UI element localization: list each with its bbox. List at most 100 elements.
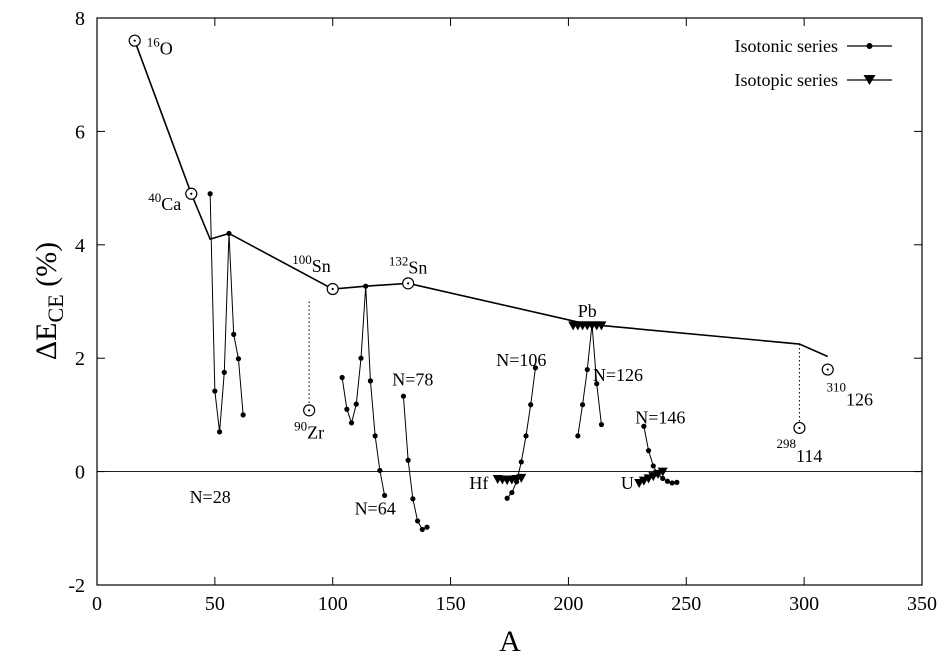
isotonic-point	[660, 475, 666, 482]
series-label-N=64: N=64	[355, 498, 396, 518]
isotonic-point	[584, 366, 590, 373]
magic-center-dot	[308, 409, 311, 412]
mass-number: 90	[294, 418, 307, 433]
element-symbol: Zr	[307, 422, 324, 442]
x-tick-label: 350	[907, 593, 937, 615]
magic-center-dot	[133, 39, 136, 42]
isotonic-point	[348, 420, 355, 426]
y-tick-label: 8	[75, 8, 85, 30]
y-axis-title-main: ΔE	[30, 322, 63, 360]
isotopic-point	[596, 321, 607, 331]
isotonic-line-N=64	[341, 286, 386, 496]
x-tick-label: 250	[671, 593, 701, 615]
legend: Isotonic series Isotopic series	[735, 36, 892, 90]
magic-label-Zr: 90Zr	[294, 418, 324, 442]
y-tick-label: 4	[75, 235, 85, 257]
series-label-N=78: N=78	[392, 370, 433, 390]
magic-label-114: 298114	[777, 436, 823, 466]
element-symbol: Sn	[408, 257, 427, 277]
y-tick-label: -2	[68, 575, 85, 597]
plot-frame	[96, 17, 923, 586]
y-tick-label: 0	[75, 462, 85, 484]
series-label-N=28: N=28	[190, 487, 231, 507]
isotonic-point	[419, 526, 425, 533]
isotonic-point	[207, 191, 213, 197]
isotonic-point	[363, 283, 369, 289]
magic-center-dot	[331, 287, 334, 291]
isotonic-line-N=28	[209, 193, 244, 432]
x-tick-label: 100	[318, 593, 348, 615]
x-tick-label: 300	[789, 593, 819, 615]
magic-center-dot	[190, 192, 193, 195]
mass-number: 100	[292, 252, 312, 267]
series-label-N=106: N=106	[496, 350, 546, 370]
magic-label-126: 310126	[826, 380, 873, 410]
element-symbol: Sn	[312, 256, 331, 276]
mass-number: 298	[777, 436, 797, 451]
isotonic-point	[532, 365, 539, 371]
isotopic-series-group	[492, 321, 668, 488]
x-tick-label: 0	[92, 593, 102, 615]
isotonic-point	[216, 429, 223, 435]
magic-label-Sn: 132Sn	[389, 253, 428, 277]
magic-center-dot	[826, 368, 829, 371]
isotonic-point	[405, 457, 411, 463]
y-axis-title: ΔECE (%)	[30, 242, 68, 360]
isotonic-point	[410, 496, 416, 502]
isotonic-line-N=78	[402, 396, 428, 531]
isotonic-point	[344, 406, 350, 412]
isotonic-point	[212, 388, 218, 394]
isotonic-point	[400, 393, 407, 399]
isotonic-point	[414, 518, 421, 524]
legend-marker-isotonic	[866, 43, 873, 49]
isotonic-point	[650, 463, 656, 469]
isotonic-point	[381, 492, 388, 499]
x-tick-label: 150	[436, 593, 466, 615]
mass-number: 310	[826, 380, 846, 395]
envelope-line	[133, 40, 829, 358]
isotonic-point	[598, 421, 605, 428]
isotonic-point	[377, 467, 383, 474]
isotopic-point	[657, 467, 668, 477]
mass-number: 132	[389, 253, 409, 268]
isotonic-point	[523, 433, 529, 439]
envelope-polyline	[133, 40, 829, 358]
magic-center-dot	[798, 426, 801, 430]
isotonic-line-N=126	[577, 324, 602, 436]
dotted-connectors	[308, 301, 800, 422]
series-label-U: U	[621, 473, 634, 493]
isotonic-point	[594, 381, 600, 387]
isotonic-point	[579, 402, 586, 408]
isotonic-point	[641, 423, 647, 429]
magic-label-Ca: 40Ca	[148, 190, 181, 214]
magic-label-Sn: 100Sn	[292, 252, 331, 276]
series-label-N=126: N=126	[593, 365, 643, 385]
isotonic-point	[353, 401, 359, 407]
mass-number: 16	[147, 35, 161, 50]
y-tick-label: 6	[75, 121, 85, 143]
legend-label-isotonic: Isotonic series	[735, 36, 838, 56]
isotonic-point	[504, 495, 510, 501]
isotonic-point	[240, 412, 246, 418]
isotonic-point	[231, 331, 237, 337]
y-tick-label: 2	[75, 348, 85, 370]
y-axis-title-sub: CE	[43, 294, 68, 322]
isotonic-point	[509, 489, 515, 496]
element-symbol: O	[160, 39, 173, 59]
isotonic-point	[372, 433, 378, 439]
x-axis-title: A	[499, 625, 521, 658]
isotonic-series-group	[207, 191, 680, 533]
mass-number: 40	[148, 190, 161, 205]
isotonic-point	[669, 480, 675, 486]
legend-label-isotopic: Isotopic series	[735, 70, 838, 90]
series-label-Hf: Hf	[469, 473, 488, 493]
isotonic-point	[424, 524, 430, 530]
x-tick-label: 50	[205, 593, 225, 615]
element-symbol: 114	[796, 446, 822, 466]
series-labels: N=28 N=64 N=78 N=106 N=126 N=146 Hf Pb U	[190, 301, 686, 518]
magic-label-O: 16O	[147, 35, 173, 59]
isotonic-point	[221, 369, 227, 375]
isotonic-point	[664, 478, 671, 484]
